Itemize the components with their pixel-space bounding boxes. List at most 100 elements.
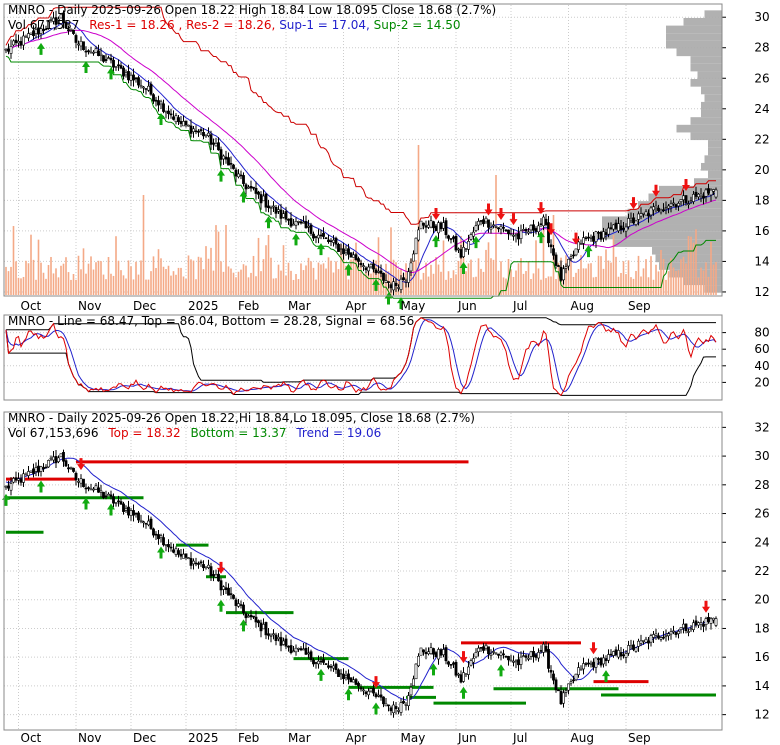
price-candle-body	[684, 195, 688, 204]
trend-candle-body	[49, 457, 53, 460]
price-candle-body	[327, 239, 330, 243]
price-candle-body	[419, 220, 423, 230]
trend-candle-body	[307, 652, 310, 655]
volume-bar	[75, 279, 77, 295]
trend-candle-body	[222, 586, 225, 590]
trend-candle-body	[384, 703, 388, 707]
stochastic-header: MNRO - Line = 68.47, Top = 86.04, Bottom…	[8, 314, 414, 328]
price-candle-body	[189, 125, 193, 134]
trend-candle-body	[214, 574, 218, 578]
trend-candle-body	[549, 670, 553, 673]
volume-bar	[612, 234, 615, 295]
trend-candle-body	[457, 673, 460, 676]
price-candle-body	[14, 39, 18, 44]
volume-bar	[470, 259, 472, 295]
trend-y-tick-label: 32	[754, 420, 769, 434]
trend-candle-body	[587, 662, 590, 665]
price-candle-body	[457, 248, 460, 251]
trend-candle-body	[117, 500, 120, 503]
buy-signal-arrow	[397, 297, 405, 310]
trend-sell-arrow	[589, 642, 598, 655]
volume-bar	[145, 279, 147, 295]
trend-candle-body	[412, 678, 415, 686]
trend-candle-body	[704, 618, 708, 625]
price-candle-body	[382, 272, 385, 281]
trend-candle-body	[514, 660, 518, 663]
trend-x-tick-label: Sep	[628, 731, 651, 745]
price-header-line2: Vol 671,537 Res-1 = 18.26 , Res-2 = 18.2…	[8, 18, 461, 32]
trend-candle-body	[162, 537, 165, 546]
trend-candle-body	[459, 674, 463, 683]
trend-candle-body	[552, 673, 555, 681]
volume-bar	[430, 264, 432, 295]
trend-candle-body	[302, 648, 305, 651]
trend-candle-body	[619, 652, 623, 657]
price-candle-body	[269, 207, 273, 209]
trend-candle-body	[264, 622, 268, 636]
volume-bar	[240, 269, 242, 295]
price-candle-body	[82, 41, 85, 51]
trend-candle-body	[474, 652, 478, 658]
volume-bar	[205, 246, 207, 295]
price-candle-body	[279, 209, 283, 219]
volume-profile-bar	[704, 94, 722, 102]
price-candle-body	[572, 254, 575, 257]
trend-candle-body	[524, 655, 528, 658]
trend-candle-body	[642, 640, 645, 642]
trend-candle-body	[492, 651, 495, 653]
price-panel: 12 14 16 18 20 22 24 26 28 30 Oct Nov Dec 2025 Feb Mar…	[3, 3, 770, 313]
price-candle-body	[494, 226, 498, 228]
trend-buy-arrow	[82, 497, 90, 510]
trend-buy-arrow	[107, 503, 115, 516]
price-candle-body	[197, 130, 200, 133]
price-candle-body	[172, 116, 175, 120]
price-candle-body	[707, 188, 710, 194]
trend-candle-body	[357, 682, 360, 687]
volume-bar	[105, 279, 107, 295]
volume-bar	[417, 145, 420, 295]
volume-bar	[715, 262, 717, 295]
volume-bar	[690, 236, 692, 295]
trend-candle-body	[494, 652, 498, 655]
volume-bar	[27, 263, 30, 295]
price-candle-body	[422, 222, 425, 226]
price-candle-body	[634, 220, 638, 225]
trend-candle-body	[299, 648, 303, 651]
trend-candle-body	[352, 679, 355, 683]
trend-candle-body	[469, 660, 473, 666]
price-candle-body	[577, 241, 580, 250]
buy-signal-arrow	[82, 61, 90, 74]
trend-candle-body	[242, 604, 245, 614]
trend-candle-body	[569, 681, 573, 684]
buy-signal-arrow	[37, 42, 45, 55]
volume-bar	[100, 261, 102, 295]
price-candle-body	[597, 232, 600, 234]
volume-bar	[77, 255, 80, 295]
price-candle-body	[242, 175, 245, 184]
price-candle-body	[154, 99, 158, 102]
volume-profile-bar	[602, 224, 722, 232]
price-x-tick-label: 2025	[188, 299, 219, 313]
price-candle-body	[569, 256, 573, 259]
volume-bar	[265, 245, 267, 295]
price-candle-body	[682, 195, 685, 200]
price-candle-body	[387, 281, 390, 283]
volume-bar	[392, 259, 395, 295]
trend-candle-body	[699, 622, 703, 625]
volume-bar	[512, 276, 515, 295]
price-candle-body	[152, 94, 155, 102]
volume-bar	[335, 261, 337, 295]
volume-bar	[457, 260, 460, 295]
volume-bar	[32, 259, 35, 295]
volume-bar	[647, 277, 650, 295]
volume-bar	[345, 265, 347, 295]
volume-bar	[107, 257, 110, 295]
volume-bar	[672, 267, 675, 295]
price-candle-body	[159, 101, 163, 105]
volume-bar	[375, 260, 377, 295]
trend-candle-body	[114, 502, 118, 504]
trend-candle-body	[164, 544, 168, 546]
volume-bar	[692, 242, 695, 295]
price-y-tick-label: 18	[754, 193, 769, 207]
volume-bar	[52, 273, 55, 295]
